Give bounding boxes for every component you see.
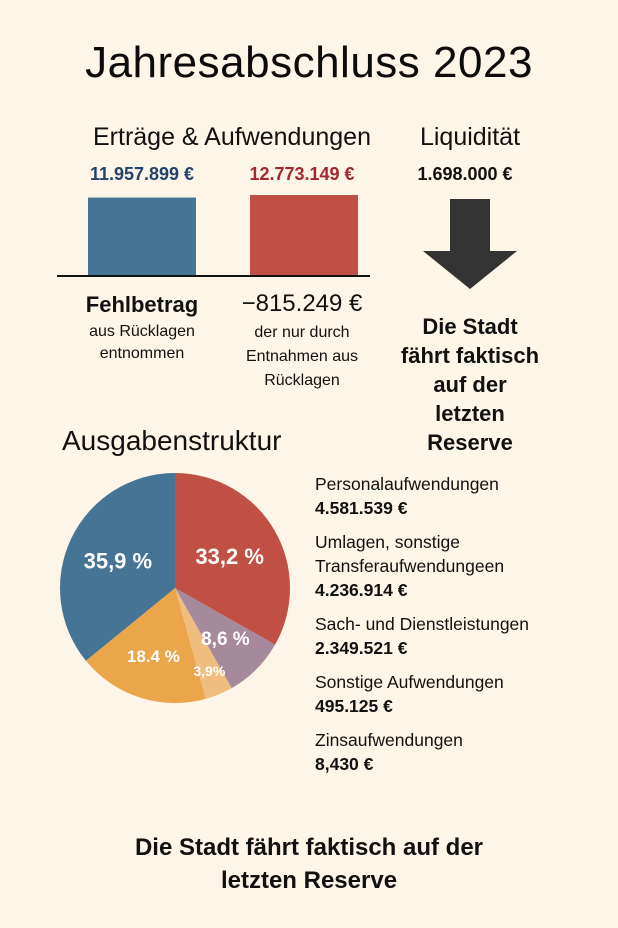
deficit-value: −815.249 € <box>241 290 363 317</box>
liquidity-message: Die Stadt fährt faktisch auf der letzten… <box>400 314 540 455</box>
legend-item-value: 8,430 € <box>315 754 374 774</box>
legend-item-value: 4.236.914 € <box>315 580 408 600</box>
footer-message: Die Stadt fährt faktisch auf der letzten… <box>134 834 484 894</box>
legend-item-name: Personalaufwendungen <box>315 474 499 494</box>
legend-item: Umlagen, sonstige Transferaufwendungeen … <box>315 530 605 602</box>
legend-item-value: 495.125 € <box>315 696 393 716</box>
pie-slice <box>60 473 175 661</box>
pie-slice-label: 3,9% <box>193 663 225 679</box>
legend-item-name: Umlagen, sonstige Transferaufwendungeen <box>315 532 505 576</box>
bar-ertraege <box>88 197 196 275</box>
pie-slice-label: 8,6 % <box>201 629 250 650</box>
page-title: Jahresabschluss 2023 <box>85 38 533 87</box>
pie-slice-label: 35,9 % <box>84 549 153 574</box>
pie-legend: Personalaufwendungen 4.581.539 € Umlagen… <box>315 472 605 786</box>
legend-item: Sonstige Aufwendungen 495.125 € <box>315 670 605 718</box>
liquidity-title: Liquidität <box>419 123 521 151</box>
pie-slice-label: 18.4 % <box>127 647 180 666</box>
pie-slice-label: 33,2 % <box>195 544 264 569</box>
pie-slice <box>175 588 276 689</box>
deficit-subtext: aus Rücklagen entnommen <box>89 323 195 362</box>
pie-slice <box>85 588 206 703</box>
arrow-down-icon <box>423 199 517 289</box>
pie-slice <box>175 588 232 699</box>
bar-data-label-aufwendungen: 12.773.149 € <box>249 164 355 184</box>
legend-item-name: Zinsaufwendungen <box>315 730 463 750</box>
deficit-note: der nur durch Entnahmen aus Rücklagen <box>245 324 359 389</box>
bar-chart <box>57 195 517 289</box>
pie-slice <box>175 473 290 645</box>
bars-section-title: Erträge & Aufwendungen <box>93 123 371 151</box>
bar-data-label-ertraege: 11.957.899 € <box>89 164 195 184</box>
legend-item-name: Sonstige Aufwendungen <box>315 672 504 692</box>
legend-item-value: 2.349.521 € <box>315 638 408 658</box>
pie-section-title: Ausgabenstruktur <box>62 425 282 456</box>
legend-item: Sach- und Dienstleistungen 2.349.521 € <box>315 612 605 660</box>
legend-item: Zinsaufwendungen 8,430 € <box>315 728 605 776</box>
legend-item-name: Sach- und Dienstleistungen <box>315 614 530 634</box>
legend-item-value: 4.581.539 € <box>315 498 408 518</box>
liquidity-value: 1.698.000 € <box>417 164 513 184</box>
deficit-label: Fehlbetrag <box>85 292 199 317</box>
bar-aufwendungen <box>250 195 358 275</box>
legend-item: Personalaufwendungen 4.581.539 € <box>315 472 605 520</box>
